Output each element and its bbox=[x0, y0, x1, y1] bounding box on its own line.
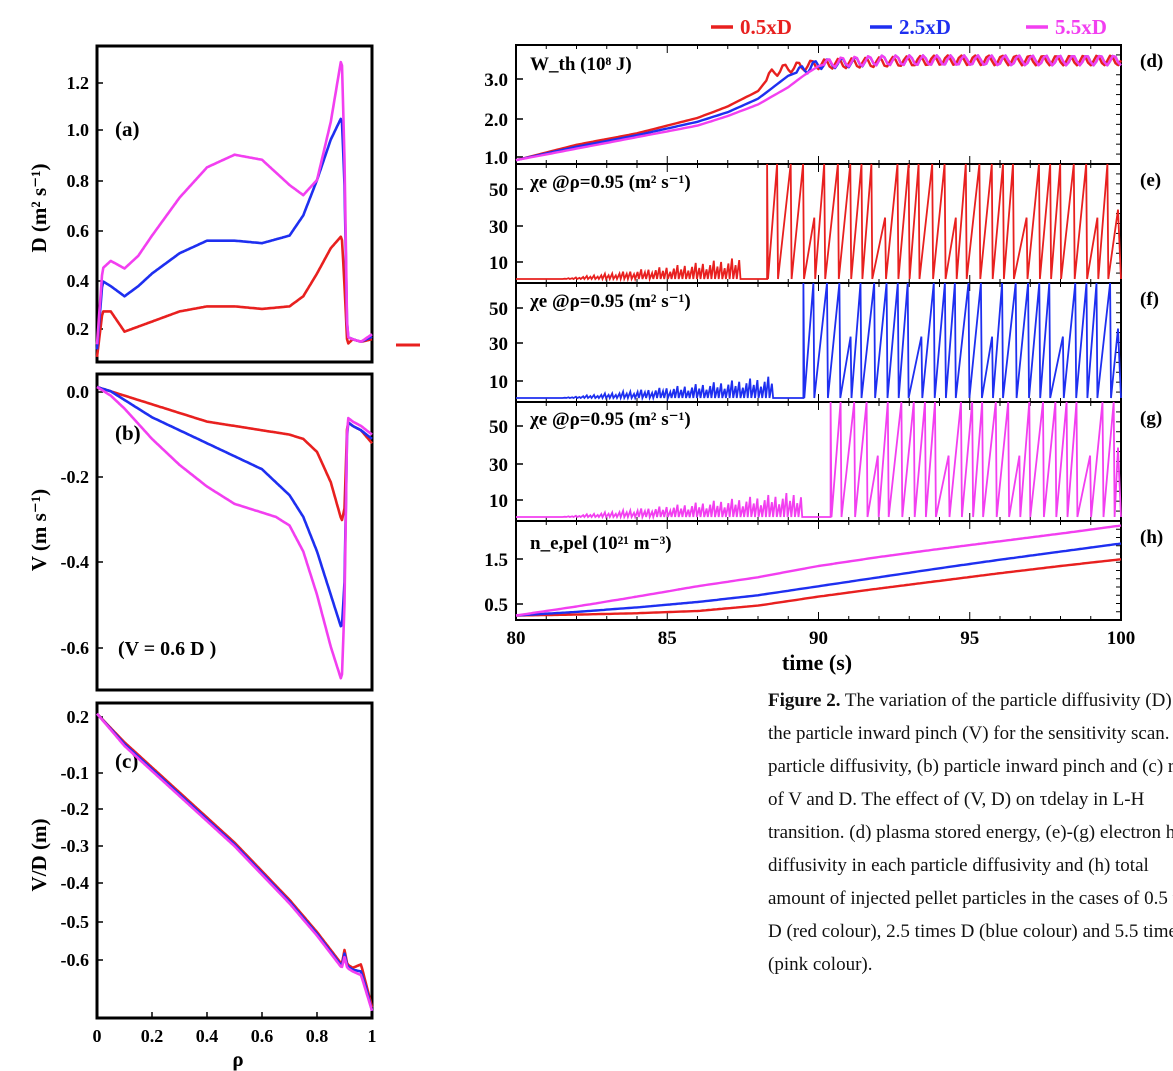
x-tick-label: 100 bbox=[1107, 628, 1136, 649]
x-tick-label: 0.8 bbox=[306, 1026, 329, 1046]
y-tick-label: 0.4 bbox=[67, 271, 90, 291]
x-tick-label: 0 bbox=[93, 1026, 102, 1046]
x-tick-label: 80 bbox=[507, 628, 526, 649]
plot-frame-e bbox=[515, 163, 1122, 284]
y-tick-label: -0.5 bbox=[61, 912, 90, 932]
y-tick-label: -0.1 bbox=[61, 763, 90, 783]
series-line-0.5xD bbox=[515, 54, 1123, 162]
series-line-2.5xD bbox=[96, 385, 373, 628]
panel-quantity-label: χe @ρ=0.95 (m² s⁻¹) bbox=[529, 409, 691, 430]
panel-quantity-label: χe @ρ=0.95 (m² s⁻¹) bbox=[529, 172, 691, 193]
x-tick-label: 90 bbox=[809, 628, 828, 649]
y-tick-label: 0.2 bbox=[67, 707, 90, 727]
y-tick-label: -0.6 bbox=[61, 638, 90, 658]
y-tick-label: 1.5 bbox=[484, 550, 508, 571]
series-line-5.5xD bbox=[95, 60, 373, 345]
y-tick-label: 0.0 bbox=[67, 382, 90, 402]
series-line-5.5xD bbox=[515, 54, 1122, 162]
y-tick-label: 0.8 bbox=[67, 171, 90, 191]
y-tick-label: -0.4 bbox=[61, 552, 90, 572]
y-tick-label: -0.2 bbox=[61, 799, 90, 819]
y-tick-label: 2.0 bbox=[484, 110, 508, 131]
y-tick-label: 0.2 bbox=[67, 319, 90, 339]
y-tick-label: -0.4 bbox=[61, 873, 90, 893]
y-tick-label: 50 bbox=[489, 180, 508, 201]
legend-label: 0.5xD bbox=[740, 15, 792, 39]
series-line-0.5xD bbox=[516, 558, 1122, 617]
panel-label: (c) bbox=[115, 749, 138, 773]
panel-quantity-label: n_e,pel (10²¹ m⁻³) bbox=[530, 533, 672, 554]
legend-label: 2.5xD bbox=[899, 15, 951, 39]
series-line-5.5xD bbox=[516, 401, 1122, 521]
y-axis-label: D (m² s⁻¹) bbox=[27, 163, 51, 252]
y-tick-label: 3.0 bbox=[484, 70, 508, 91]
plot-frame-c bbox=[95, 701, 374, 1020]
y-axis-label: V/D (m) bbox=[27, 819, 51, 892]
y-tick-label: -0.6 bbox=[61, 950, 90, 970]
x-axis-label: time (s) bbox=[782, 650, 852, 675]
panel-label: (h) bbox=[1140, 527, 1163, 548]
y-tick-label: 0.6 bbox=[67, 221, 90, 241]
y-tick-label: 1.2 bbox=[67, 73, 90, 93]
series-line-2.5xD bbox=[515, 542, 1122, 617]
y-tick-label: 0.5 bbox=[484, 595, 508, 616]
series-line-5.5xD bbox=[96, 385, 373, 680]
panel-annotation: (V = 0.6 D ) bbox=[118, 638, 216, 660]
plot-frame-a bbox=[95, 44, 374, 364]
panel-label: (b) bbox=[115, 421, 141, 445]
y-tick-label: 10 bbox=[489, 372, 508, 393]
y-tick-label: 50 bbox=[489, 417, 508, 438]
x-tick-label: 0.2 bbox=[141, 1026, 164, 1046]
panel-quantity-label: χe @ρ=0.95 (m² s⁻¹) bbox=[529, 291, 691, 312]
y-tick-label: 30 bbox=[489, 217, 508, 238]
y-tick-label: 50 bbox=[489, 299, 508, 320]
x-axis-label: ρ bbox=[232, 1047, 243, 1071]
panel-label: (f) bbox=[1140, 289, 1159, 310]
x-tick-label: 0.4 bbox=[196, 1026, 219, 1046]
y-tick-label: 1.0 bbox=[67, 120, 90, 140]
y-tick-label: 30 bbox=[489, 455, 508, 476]
series-line-0.5xD bbox=[95, 235, 373, 358]
x-tick-label: 85 bbox=[658, 628, 677, 649]
x-tick-label: 0.6 bbox=[251, 1026, 274, 1046]
series-line-2.5xD bbox=[95, 117, 373, 350]
y-tick-label: 10 bbox=[489, 253, 508, 274]
y-tick-label: -0.2 bbox=[61, 467, 90, 487]
panel-label: (d) bbox=[1140, 51, 1163, 72]
series-line-0.5xD bbox=[96, 385, 374, 522]
caption-label: Figure 2. bbox=[768, 690, 841, 711]
panel-label: (e) bbox=[1140, 170, 1161, 191]
y-axis-label: V (m s⁻¹) bbox=[27, 489, 51, 571]
caption-text: The variation of the particle diffusivit… bbox=[768, 690, 1173, 975]
y-tick-label: 1.0 bbox=[484, 148, 508, 169]
x-tick-label: 1 bbox=[368, 1026, 377, 1046]
y-tick-label: 10 bbox=[489, 491, 508, 512]
legend-label: 5.5xD bbox=[1055, 15, 1107, 39]
figure-caption: Figure 2. The variation of the particle … bbox=[768, 684, 1173, 981]
x-tick-label: 95 bbox=[960, 628, 979, 649]
panel-label: (g) bbox=[1140, 408, 1162, 429]
y-tick-label: 30 bbox=[489, 334, 508, 355]
y-tick-label: -0.3 bbox=[61, 836, 90, 856]
series-line-5.5xD bbox=[515, 524, 1122, 617]
panel-quantity-label: W_th (10⁸ J) bbox=[530, 54, 632, 75]
series-line-5.5xD bbox=[96, 712, 374, 1012]
series-line-2.5xD bbox=[516, 282, 1122, 402]
series-line-0.5xD bbox=[516, 163, 1122, 283]
panel-label: (a) bbox=[115, 117, 140, 141]
